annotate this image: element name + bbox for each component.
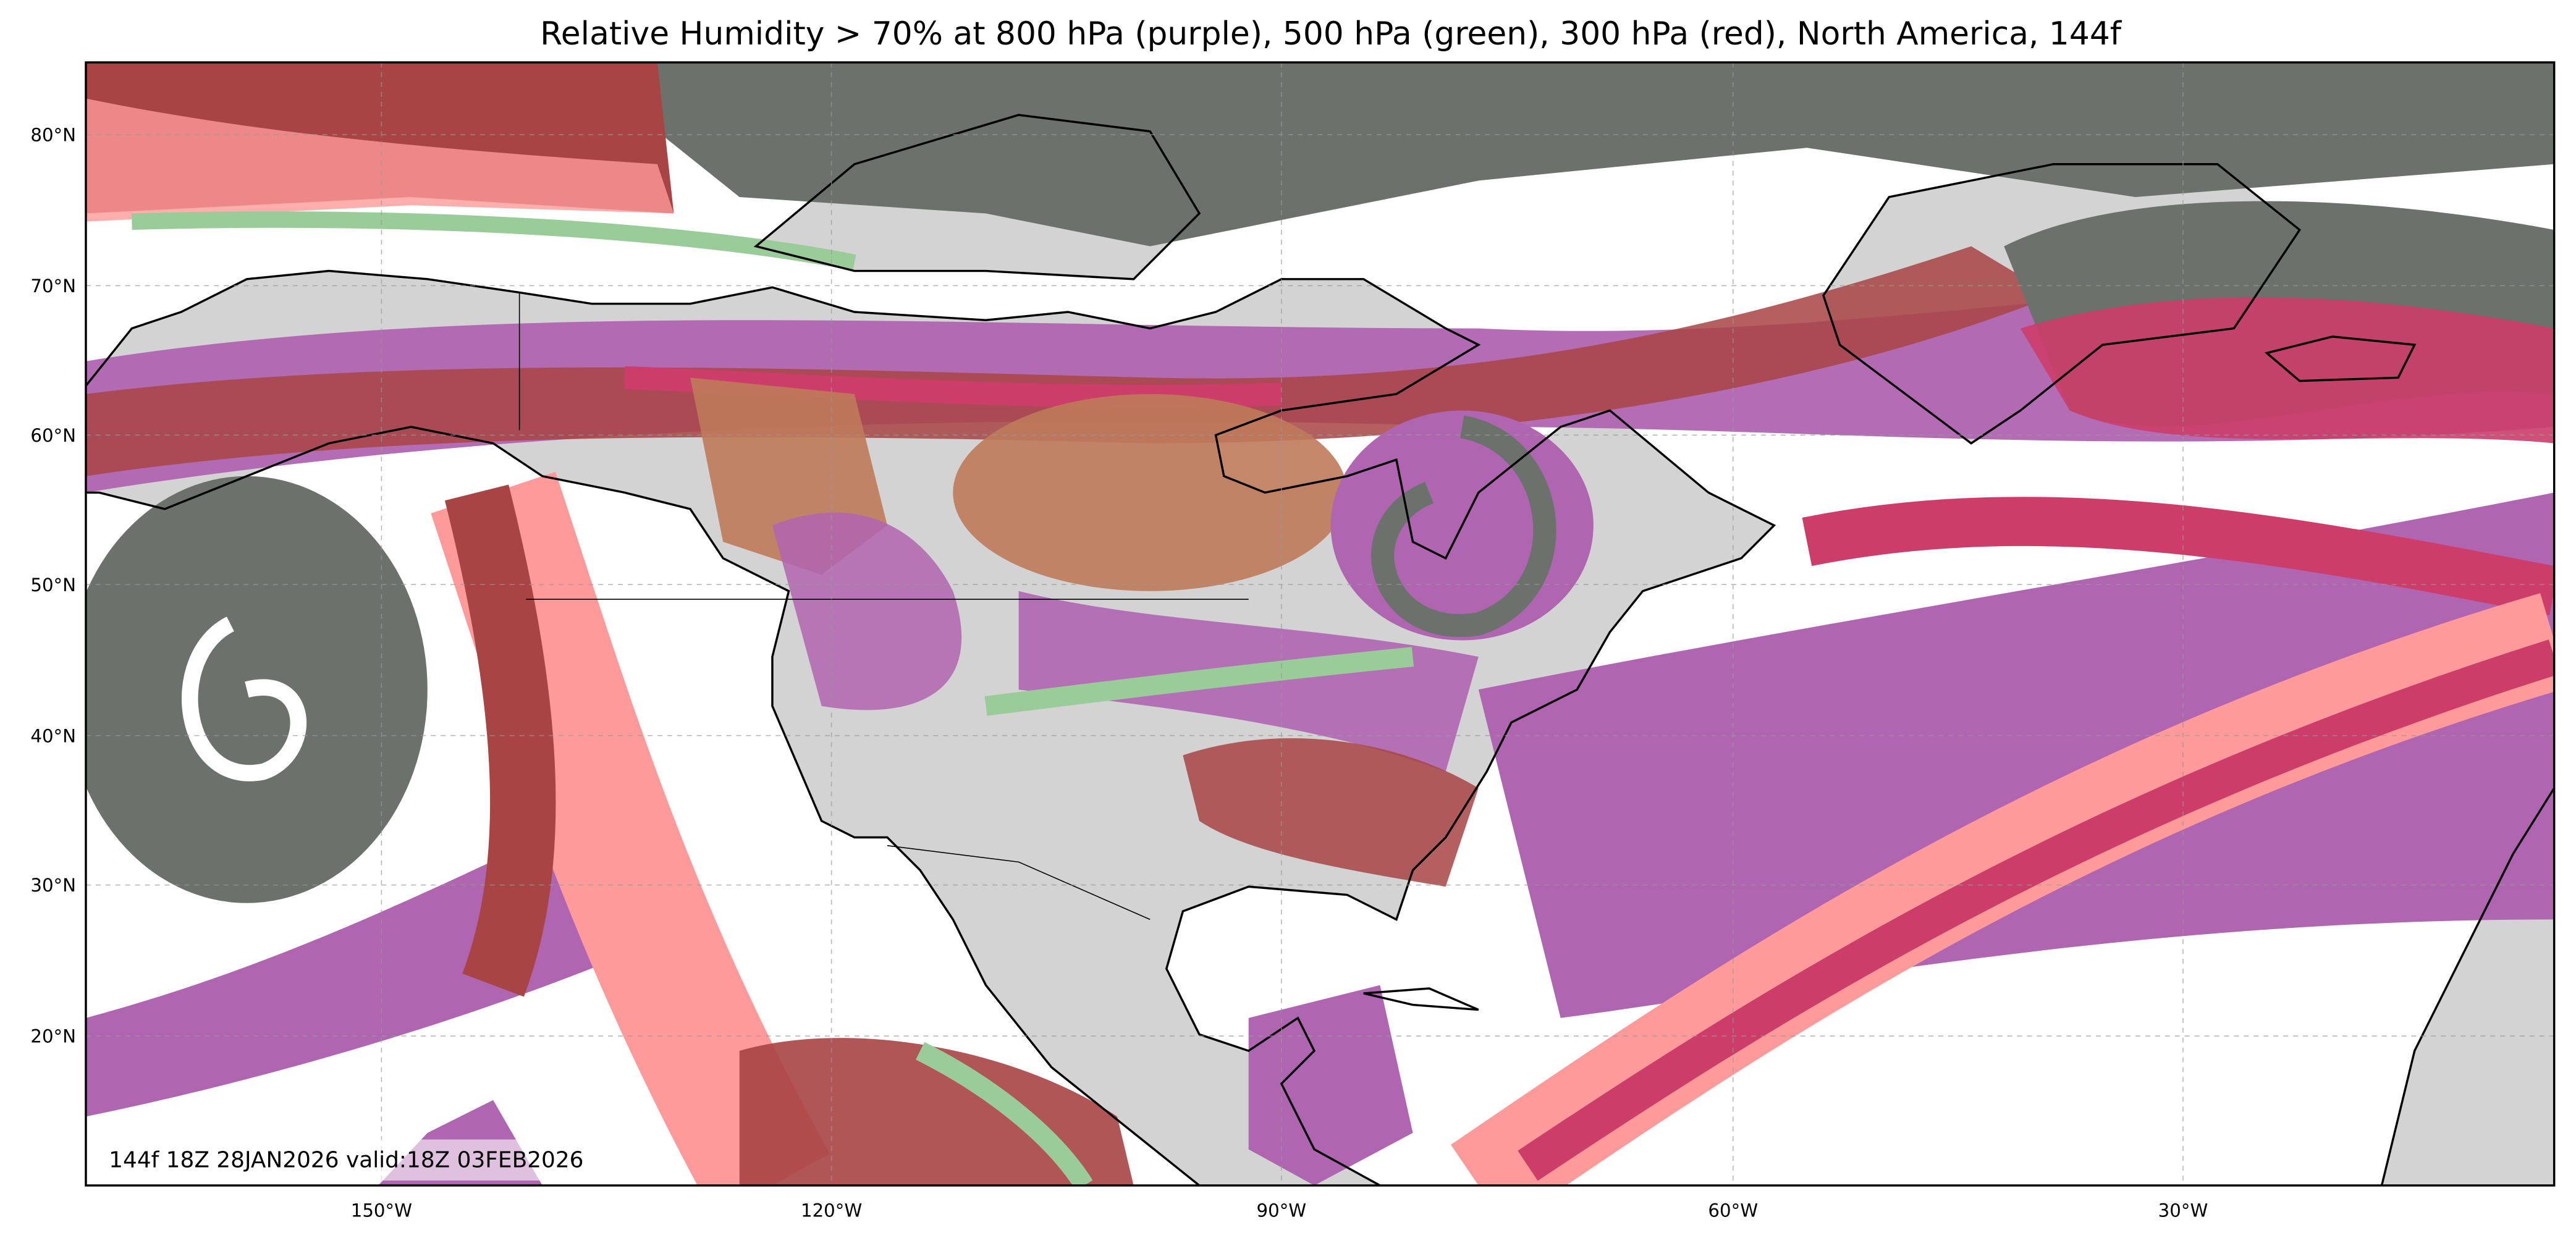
lon-label: 90°W: [1257, 1200, 1307, 1221]
coastline-north-america: [85, 269, 1776, 1185]
rh-crimson-atlantic-band: [1802, 497, 2554, 615]
figure-title: Relative Humidity > 70% at 800 hPa (purp…: [540, 15, 2122, 53]
lat-label: 80°N: [30, 125, 76, 146]
rh-brick-pacific-band: [444, 484, 556, 997]
lon-label: 150°W: [351, 1200, 412, 1221]
rh-green-us-band: [984, 647, 1414, 716]
rh-white-spiral: [182, 617, 307, 781]
lat-label: 60°N: [30, 425, 76, 446]
rh-purple-central-us: [772, 512, 962, 710]
humidity-layers: [85, 62, 2554, 1185]
lon-label: 120°W: [801, 1200, 862, 1221]
rh-slate-top: [657, 62, 2554, 246]
lon-tick-labels: 150°W 120°W 90°W 60°W 30°W: [351, 1200, 2208, 1221]
lat-label: 20°N: [30, 1026, 76, 1047]
lat-label: 40°N: [30, 725, 76, 746]
lat-tick-labels: 80°N 70°N 60°N 50°N 40°N 30°N 20°N: [30, 125, 76, 1047]
coastlines: [85, 114, 2554, 1185]
border-us-mexico: [887, 844, 1151, 920]
rh-purple-atlantic: [1478, 492, 2554, 1018]
rh-salmon-top-left: [85, 98, 674, 222]
border-us-canada: [518, 292, 1249, 600]
valid-time-label-box: [95, 1139, 669, 1181]
coastline-cuba: [1363, 987, 1479, 1011]
valid-time-label: 144f 18Z 28JAN2026 valid:18Z 03FEB2026: [109, 1148, 583, 1173]
rh-green-streak-north: [132, 211, 856, 271]
lon-label: 60°W: [1708, 1200, 1758, 1221]
lon-label: 30°W: [2158, 1200, 2208, 1221]
rh-tan-great-lakes: [953, 394, 1348, 591]
rh-brick-south-us: [1183, 738, 1479, 887]
gridlines: [85, 62, 2554, 1185]
lat-label: 70°N: [30, 276, 76, 297]
map-plot-area: 144f 18Z 28JAN2026 valid:18Z 03FEB2026: [85, 62, 2554, 1185]
rh-green-mexico: [916, 1042, 1093, 1185]
rh-brick-canada-band: [85, 246, 2054, 476]
rh-slate-swirl-ring: [1371, 415, 1556, 637]
rh-purple-caribbean: [1248, 985, 1413, 1185]
rh-crimson-atlantic-diagonal: [1518, 639, 2554, 1181]
coastline-iceland: [2264, 335, 2417, 382]
lat-label: 30°N: [30, 875, 76, 896]
coastline-greenland: [1822, 163, 2302, 445]
plot-frame: [85, 61, 2556, 1187]
coastline-arctic-islands: [753, 114, 1201, 280]
lat-label: 50°N: [30, 575, 76, 596]
coastline-africa: [2380, 787, 2554, 1185]
rh-brick-mexico: [739, 1038, 1134, 1185]
